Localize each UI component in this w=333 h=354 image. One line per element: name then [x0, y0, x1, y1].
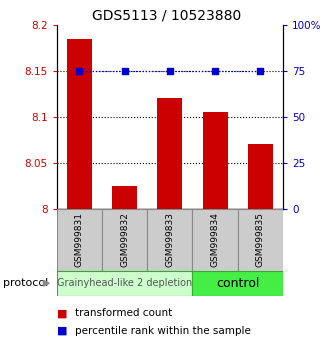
Bar — [192, 271, 283, 296]
Text: GSM999834: GSM999834 — [210, 212, 220, 267]
Point — [122, 68, 127, 74]
Bar — [158, 98, 182, 209]
Text: GSM999833: GSM999833 — [165, 212, 174, 267]
Bar — [192, 209, 238, 271]
Point — [212, 68, 218, 74]
Bar — [57, 271, 192, 296]
Text: protocol: protocol — [3, 278, 49, 288]
Bar — [248, 144, 273, 209]
Bar — [147, 209, 192, 271]
Text: GSM999835: GSM999835 — [256, 212, 265, 267]
Text: ■: ■ — [57, 308, 67, 318]
Bar — [203, 112, 227, 209]
Bar — [67, 39, 92, 209]
Point — [167, 68, 172, 74]
Text: transformed count: transformed count — [75, 308, 172, 318]
Bar — [238, 209, 283, 271]
Text: GDS5113 / 10523880: GDS5113 / 10523880 — [92, 9, 241, 23]
Text: GSM999831: GSM999831 — [75, 212, 84, 267]
Bar — [57, 209, 102, 271]
Text: control: control — [216, 277, 259, 290]
Text: GSM999832: GSM999832 — [120, 212, 129, 267]
Point — [77, 68, 82, 74]
Text: Grainyhead-like 2 depletion: Grainyhead-like 2 depletion — [57, 278, 192, 288]
Text: ■: ■ — [57, 326, 67, 336]
Text: percentile rank within the sample: percentile rank within the sample — [75, 326, 251, 336]
Bar — [112, 186, 137, 209]
Bar — [102, 209, 147, 271]
Point — [258, 68, 263, 74]
